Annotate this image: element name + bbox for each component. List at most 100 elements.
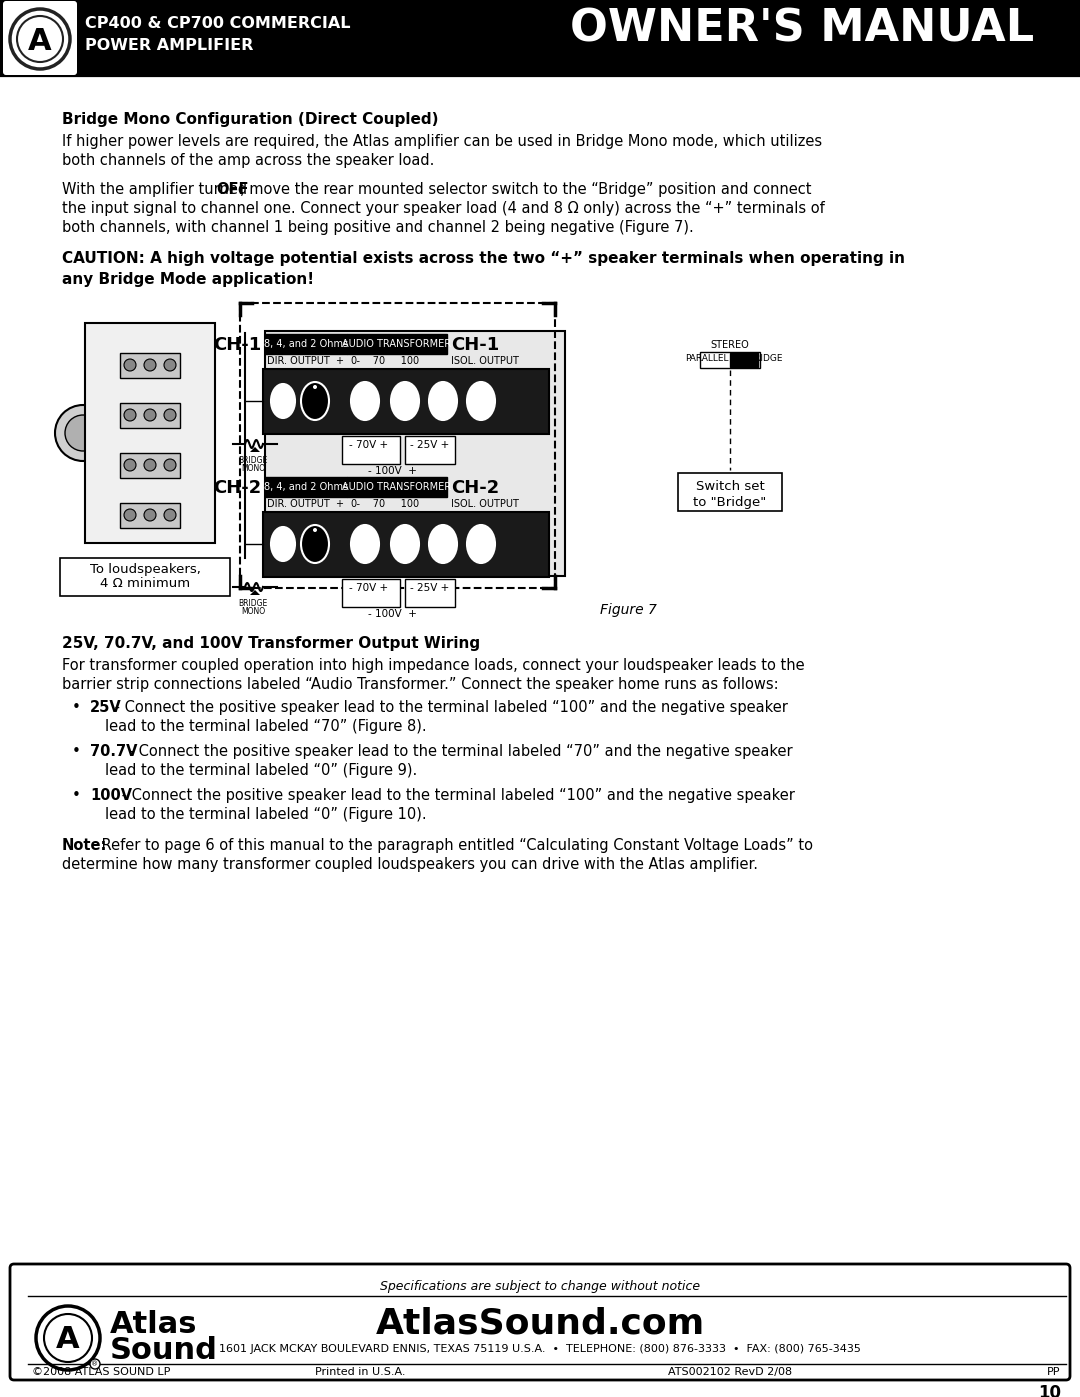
Bar <box>60 557 230 597</box>
Text: - 25V +: - 25V + <box>410 440 449 450</box>
Text: AUDIO TRANSFORMER: AUDIO TRANSFORMER <box>342 339 451 349</box>
Text: •: • <box>72 788 81 803</box>
Bar <box>265 476 347 497</box>
Ellipse shape <box>351 525 379 563</box>
Circle shape <box>144 359 156 372</box>
Text: To loudspeakers,: To loudspeakers, <box>90 563 201 576</box>
Text: DIR. OUTPUT  +    -: DIR. OUTPUT + - <box>267 356 360 366</box>
Ellipse shape <box>271 527 295 562</box>
Text: - 100V  +: - 100V + <box>367 609 417 619</box>
Text: lead to the terminal labeled “0” (Figure 10).: lead to the terminal labeled “0” (Figure… <box>105 807 427 821</box>
Text: A: A <box>56 1324 80 1354</box>
Text: 1601 JACK MCKAY BOULEVARD ENNIS, TEXAS 75119 U.S.A.  •  TELEPHONE: (800) 876-333: 1601 JACK MCKAY BOULEVARD ENNIS, TEXAS 7… <box>219 1344 861 1354</box>
Bar <box>342 578 400 608</box>
Text: •: • <box>72 745 81 759</box>
Text: - Connect the positive speaker lead to the terminal labeled “70” and the negativ: - Connect the positive speaker lead to t… <box>124 745 793 759</box>
Text: 0     70     100: 0 70 100 <box>351 356 419 366</box>
Bar <box>85 323 215 543</box>
Text: 10: 10 <box>1039 1384 1062 1397</box>
Text: PP: PP <box>1047 1368 1059 1377</box>
Ellipse shape <box>391 525 419 563</box>
Text: OFF: OFF <box>217 182 249 197</box>
Text: Printed in U.S.A.: Printed in U.S.A. <box>314 1368 405 1377</box>
Ellipse shape <box>301 381 329 420</box>
Bar <box>347 476 447 497</box>
Text: both channels of the amp across the speaker load.: both channels of the amp across the spea… <box>62 154 434 168</box>
Bar <box>240 303 555 588</box>
Text: , move the rear mounted selector switch to the “Bridge” position and connect: , move the rear mounted selector switch … <box>240 182 811 197</box>
Bar <box>264 369 549 434</box>
Bar <box>264 511 549 577</box>
Text: AUDIO TRANSFORMER: AUDIO TRANSFORMER <box>342 482 451 492</box>
Text: Sound: Sound <box>110 1336 218 1365</box>
Circle shape <box>144 460 156 471</box>
Circle shape <box>124 509 136 521</box>
Ellipse shape <box>351 381 379 420</box>
Text: 70.7V: 70.7V <box>90 745 137 759</box>
Circle shape <box>313 386 318 388</box>
Bar <box>347 334 447 353</box>
Polygon shape <box>249 590 260 595</box>
Circle shape <box>55 405 111 461</box>
Bar <box>342 436 400 464</box>
Circle shape <box>124 359 136 372</box>
Text: Atlas: Atlas <box>110 1310 198 1338</box>
Text: lead to the terminal labeled “0” (Figure 9).: lead to the terminal labeled “0” (Figure… <box>105 763 417 778</box>
Text: PARALLEL: PARALLEL <box>685 353 729 363</box>
Bar <box>405 436 455 464</box>
Bar <box>405 578 455 608</box>
Text: - 70V +: - 70V + <box>350 440 389 450</box>
Text: BRIDGE: BRIDGE <box>748 353 783 363</box>
FancyBboxPatch shape <box>678 474 782 511</box>
Text: the input signal to channel one. Connect your speaker load (4 and 8 Ω only) acro: the input signal to channel one. Connect… <box>62 201 825 217</box>
Bar <box>700 352 760 367</box>
Text: OWNER'S MANUAL: OWNER'S MANUAL <box>570 7 1035 50</box>
Bar <box>265 334 347 353</box>
Text: A: A <box>28 27 52 56</box>
Text: CP400 & CP700 COMMERCIAL: CP400 & CP700 COMMERCIAL <box>85 15 351 31</box>
Ellipse shape <box>467 381 495 420</box>
Text: 8, 4, and 2 Ohms: 8, 4, and 2 Ohms <box>264 482 348 492</box>
Ellipse shape <box>429 381 457 420</box>
Text: DIR. OUTPUT  +    -: DIR. OUTPUT + - <box>267 499 360 509</box>
Bar <box>120 353 180 379</box>
Text: - Connect the positive speaker lead to the terminal labeled “100” and the negati: - Connect the positive speaker lead to t… <box>118 788 795 803</box>
Text: AtlasSound.com: AtlasSound.com <box>376 1306 704 1340</box>
Text: ISOL. OUTPUT: ISOL. OUTPUT <box>451 356 518 366</box>
Circle shape <box>44 1315 92 1362</box>
Text: to "Bridge": to "Bridge" <box>693 496 767 509</box>
Text: With the amplifier turned: With the amplifier turned <box>62 182 252 197</box>
Text: ®: ® <box>92 1361 98 1368</box>
Text: BRIDGE: BRIDGE <box>239 599 268 608</box>
Text: CH-1: CH-1 <box>451 337 499 353</box>
Text: If higher power levels are required, the Atlas amplifier can be used in Bridge M: If higher power levels are required, the… <box>62 134 822 149</box>
Circle shape <box>90 1359 100 1369</box>
Text: MONO: MONO <box>241 464 265 474</box>
Circle shape <box>124 460 136 471</box>
Text: 8, 4, and 2 Ohms: 8, 4, and 2 Ohms <box>264 339 348 349</box>
Bar <box>120 402 180 427</box>
Circle shape <box>164 509 176 521</box>
Circle shape <box>144 409 156 420</box>
Text: CAUTION: A high voltage potential exists across the two “+” speaker terminals wh: CAUTION: A high voltage potential exists… <box>62 251 905 265</box>
Text: POWER AMPLIFIER: POWER AMPLIFIER <box>85 38 254 53</box>
Circle shape <box>144 509 156 521</box>
Circle shape <box>10 8 70 68</box>
Bar <box>265 331 565 576</box>
Circle shape <box>164 359 176 372</box>
Text: 4 Ω minimum: 4 Ω minimum <box>100 577 190 590</box>
Text: 100V: 100V <box>90 788 132 803</box>
Text: determine how many transformer coupled loudspeakers you can drive with the Atlas: determine how many transformer coupled l… <box>62 856 758 872</box>
Text: Specifications are subject to change without notice: Specifications are subject to change wit… <box>380 1280 700 1294</box>
Text: - 100V  +: - 100V + <box>367 467 417 476</box>
Text: CH-2: CH-2 <box>213 479 261 497</box>
Bar <box>730 353 758 367</box>
Text: ISOL. OUTPUT: ISOL. OUTPUT <box>451 499 518 509</box>
Ellipse shape <box>271 384 295 418</box>
Text: For transformer coupled operation into high impedance loads, connect your loudsp: For transformer coupled operation into h… <box>62 658 805 673</box>
Text: MONO: MONO <box>241 608 265 616</box>
Text: ATS002102 RevD 2/08: ATS002102 RevD 2/08 <box>667 1368 792 1377</box>
Circle shape <box>313 528 318 532</box>
Text: - Connect the positive speaker lead to the terminal labeled “100” and the negati: - Connect the positive speaker lead to t… <box>110 700 788 715</box>
Text: Refer to page 6 of this manual to the paragraph entitled “Calculating Constant V: Refer to page 6 of this manual to the pa… <box>97 838 813 854</box>
